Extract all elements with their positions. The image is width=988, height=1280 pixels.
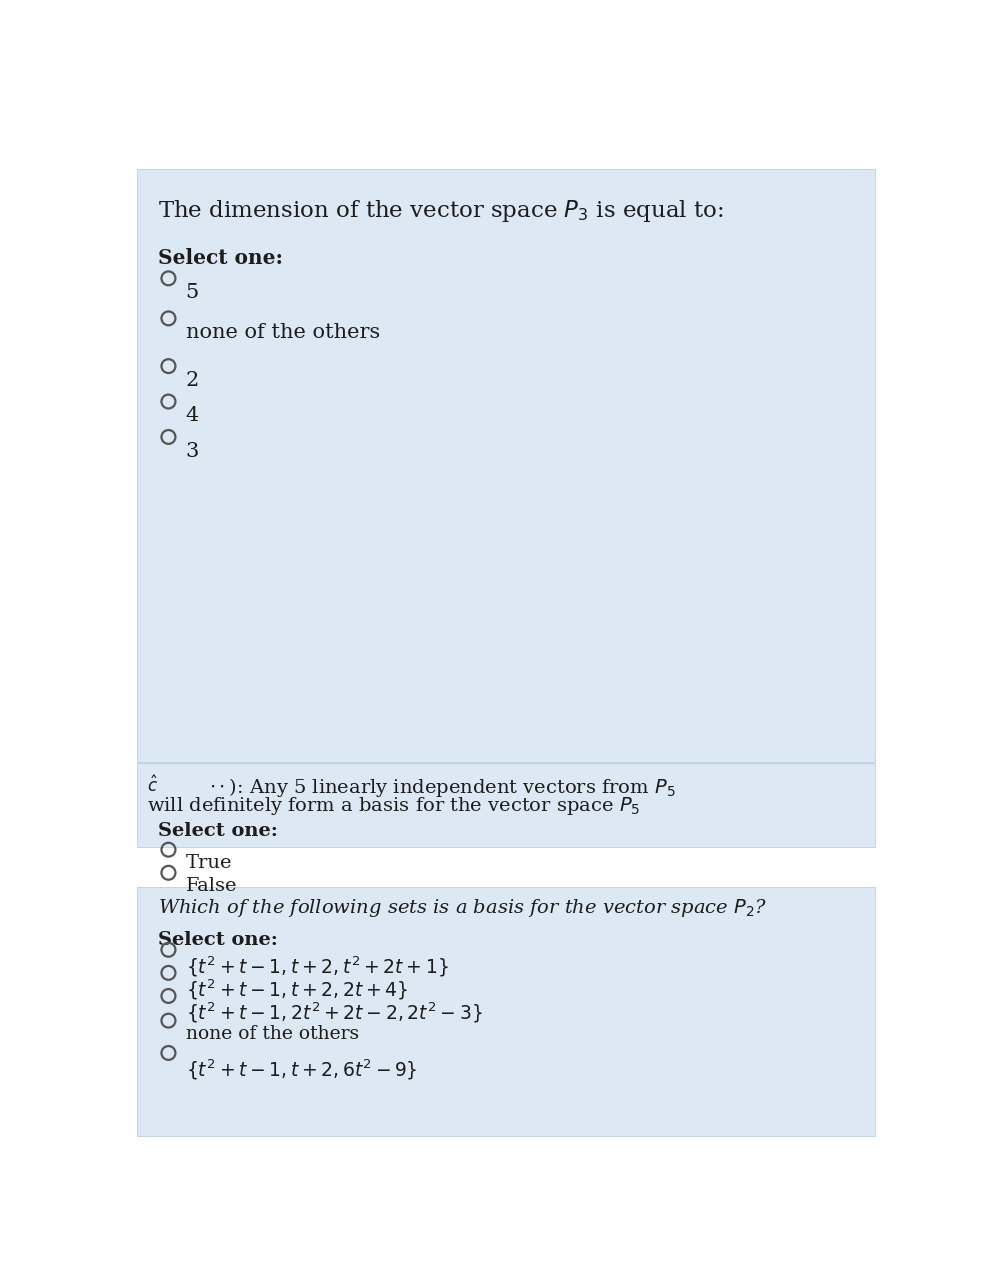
Text: 3: 3 <box>186 442 199 461</box>
Text: will definitely form a basis for the vector space $P_5$: will definitely form a basis for the vec… <box>147 795 640 817</box>
Text: $\{t^2 + t - 1, t + 2, t^2 + 2t + 1\}$: $\{t^2 + t - 1, t + 2, t^2 + 2t + 1\}$ <box>186 955 449 979</box>
Text: 4: 4 <box>186 406 199 425</box>
Text: none of the others: none of the others <box>186 1025 359 1043</box>
FancyBboxPatch shape <box>137 763 875 846</box>
Text: Select one:: Select one: <box>158 247 283 268</box>
Text: Select one:: Select one: <box>158 822 278 840</box>
FancyBboxPatch shape <box>137 169 875 762</box>
Text: Select one:: Select one: <box>158 932 278 950</box>
Text: $\{t^2 + t - 1, t + 2, 2t + 4\}$: $\{t^2 + t - 1, t + 2, 2t + 4\}$ <box>186 978 408 1002</box>
Text: Which of the following sets is a basis for the vector space $P_2$?: Which of the following sets is a basis f… <box>158 897 767 919</box>
Text: $\cdot\cdot$): Any 5 linearly independent vectors from $P_5$: $\cdot\cdot$): Any 5 linearly independen… <box>208 776 676 799</box>
FancyBboxPatch shape <box>137 887 875 1137</box>
Text: 5: 5 <box>186 283 199 302</box>
Text: $\{t^2 + t - 1, t + 2, 6t^2 - 9\}$: $\{t^2 + t - 1, t + 2, 6t^2 - 9\}$ <box>186 1057 417 1082</box>
Text: $\hat{c}$: $\hat{c}$ <box>147 776 158 796</box>
Text: False: False <box>186 877 237 896</box>
Text: $\{t^2 + t - 1, 2t^2 + 2t - 2, 2t^2 - 3\}$: $\{t^2 + t - 1, 2t^2 + 2t - 2, 2t^2 - 3\… <box>186 1001 482 1025</box>
Text: 2: 2 <box>186 371 199 389</box>
Text: The dimension of the vector space $P_3$ is equal to:: The dimension of the vector space $P_3$ … <box>158 198 723 224</box>
Text: True: True <box>186 854 232 872</box>
Text: none of the others: none of the others <box>186 323 379 342</box>
